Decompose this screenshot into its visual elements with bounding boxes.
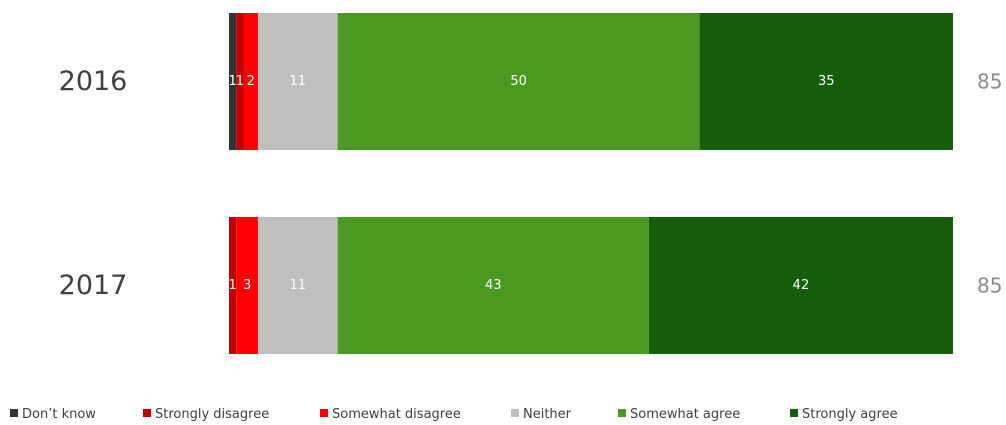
bar-segment bbox=[648, 217, 953, 354]
bar-segment bbox=[236, 13, 244, 150]
bar-segment bbox=[337, 13, 700, 150]
bar-segment bbox=[257, 217, 338, 354]
bar-segment bbox=[243, 13, 258, 150]
bar-segment bbox=[699, 13, 953, 150]
legend-swatch bbox=[790, 409, 798, 417]
legend-swatch bbox=[143, 409, 151, 417]
bar-segment bbox=[257, 13, 338, 150]
bar-segment bbox=[229, 217, 237, 354]
category-labels: 2016 2017 bbox=[59, 66, 128, 301]
legend-swatch bbox=[618, 409, 626, 417]
legend-swatch bbox=[10, 409, 18, 417]
data-label: 2 bbox=[247, 74, 255, 89]
legend-swatch bbox=[511, 409, 519, 417]
data-label: 11 bbox=[290, 278, 307, 293]
data-label: 1 bbox=[236, 74, 244, 89]
data-label: 42 bbox=[793, 278, 810, 293]
data-label: 3 bbox=[243, 278, 251, 293]
bar-segment bbox=[236, 217, 258, 354]
legend-label: Somewhat disagree bbox=[332, 407, 461, 422]
legend-label: Strongly agree bbox=[802, 407, 898, 422]
data-label: 1 bbox=[228, 74, 236, 89]
data-label: 35 bbox=[818, 74, 835, 89]
legend-label: Neither bbox=[523, 407, 572, 422]
legend-label: Somewhat agree bbox=[630, 407, 740, 422]
category-label: 2016 bbox=[59, 66, 128, 97]
data-label: 43 bbox=[485, 278, 502, 293]
legend-swatch bbox=[320, 409, 328, 417]
legend-label: Don’t know bbox=[22, 407, 96, 422]
data-label: 50 bbox=[510, 74, 527, 89]
total-labels: 85 85 bbox=[977, 70, 1002, 298]
category-label: 2017 bbox=[59, 270, 128, 301]
data-label: 1 bbox=[228, 278, 236, 293]
bar-segment bbox=[229, 13, 237, 150]
legend-label: Strongly disagree bbox=[155, 407, 269, 422]
total-label: 85 bbox=[977, 70, 1002, 94]
legend: Don’t know Strongly disagree Somewhat disa… bbox=[10, 407, 898, 422]
total-label: 85 bbox=[977, 274, 1002, 298]
bars-group: 11 2 11 50 351 3 11 43 42 bbox=[228, 13, 953, 354]
bar-segment bbox=[337, 217, 649, 354]
data-label: 11 bbox=[290, 74, 307, 89]
